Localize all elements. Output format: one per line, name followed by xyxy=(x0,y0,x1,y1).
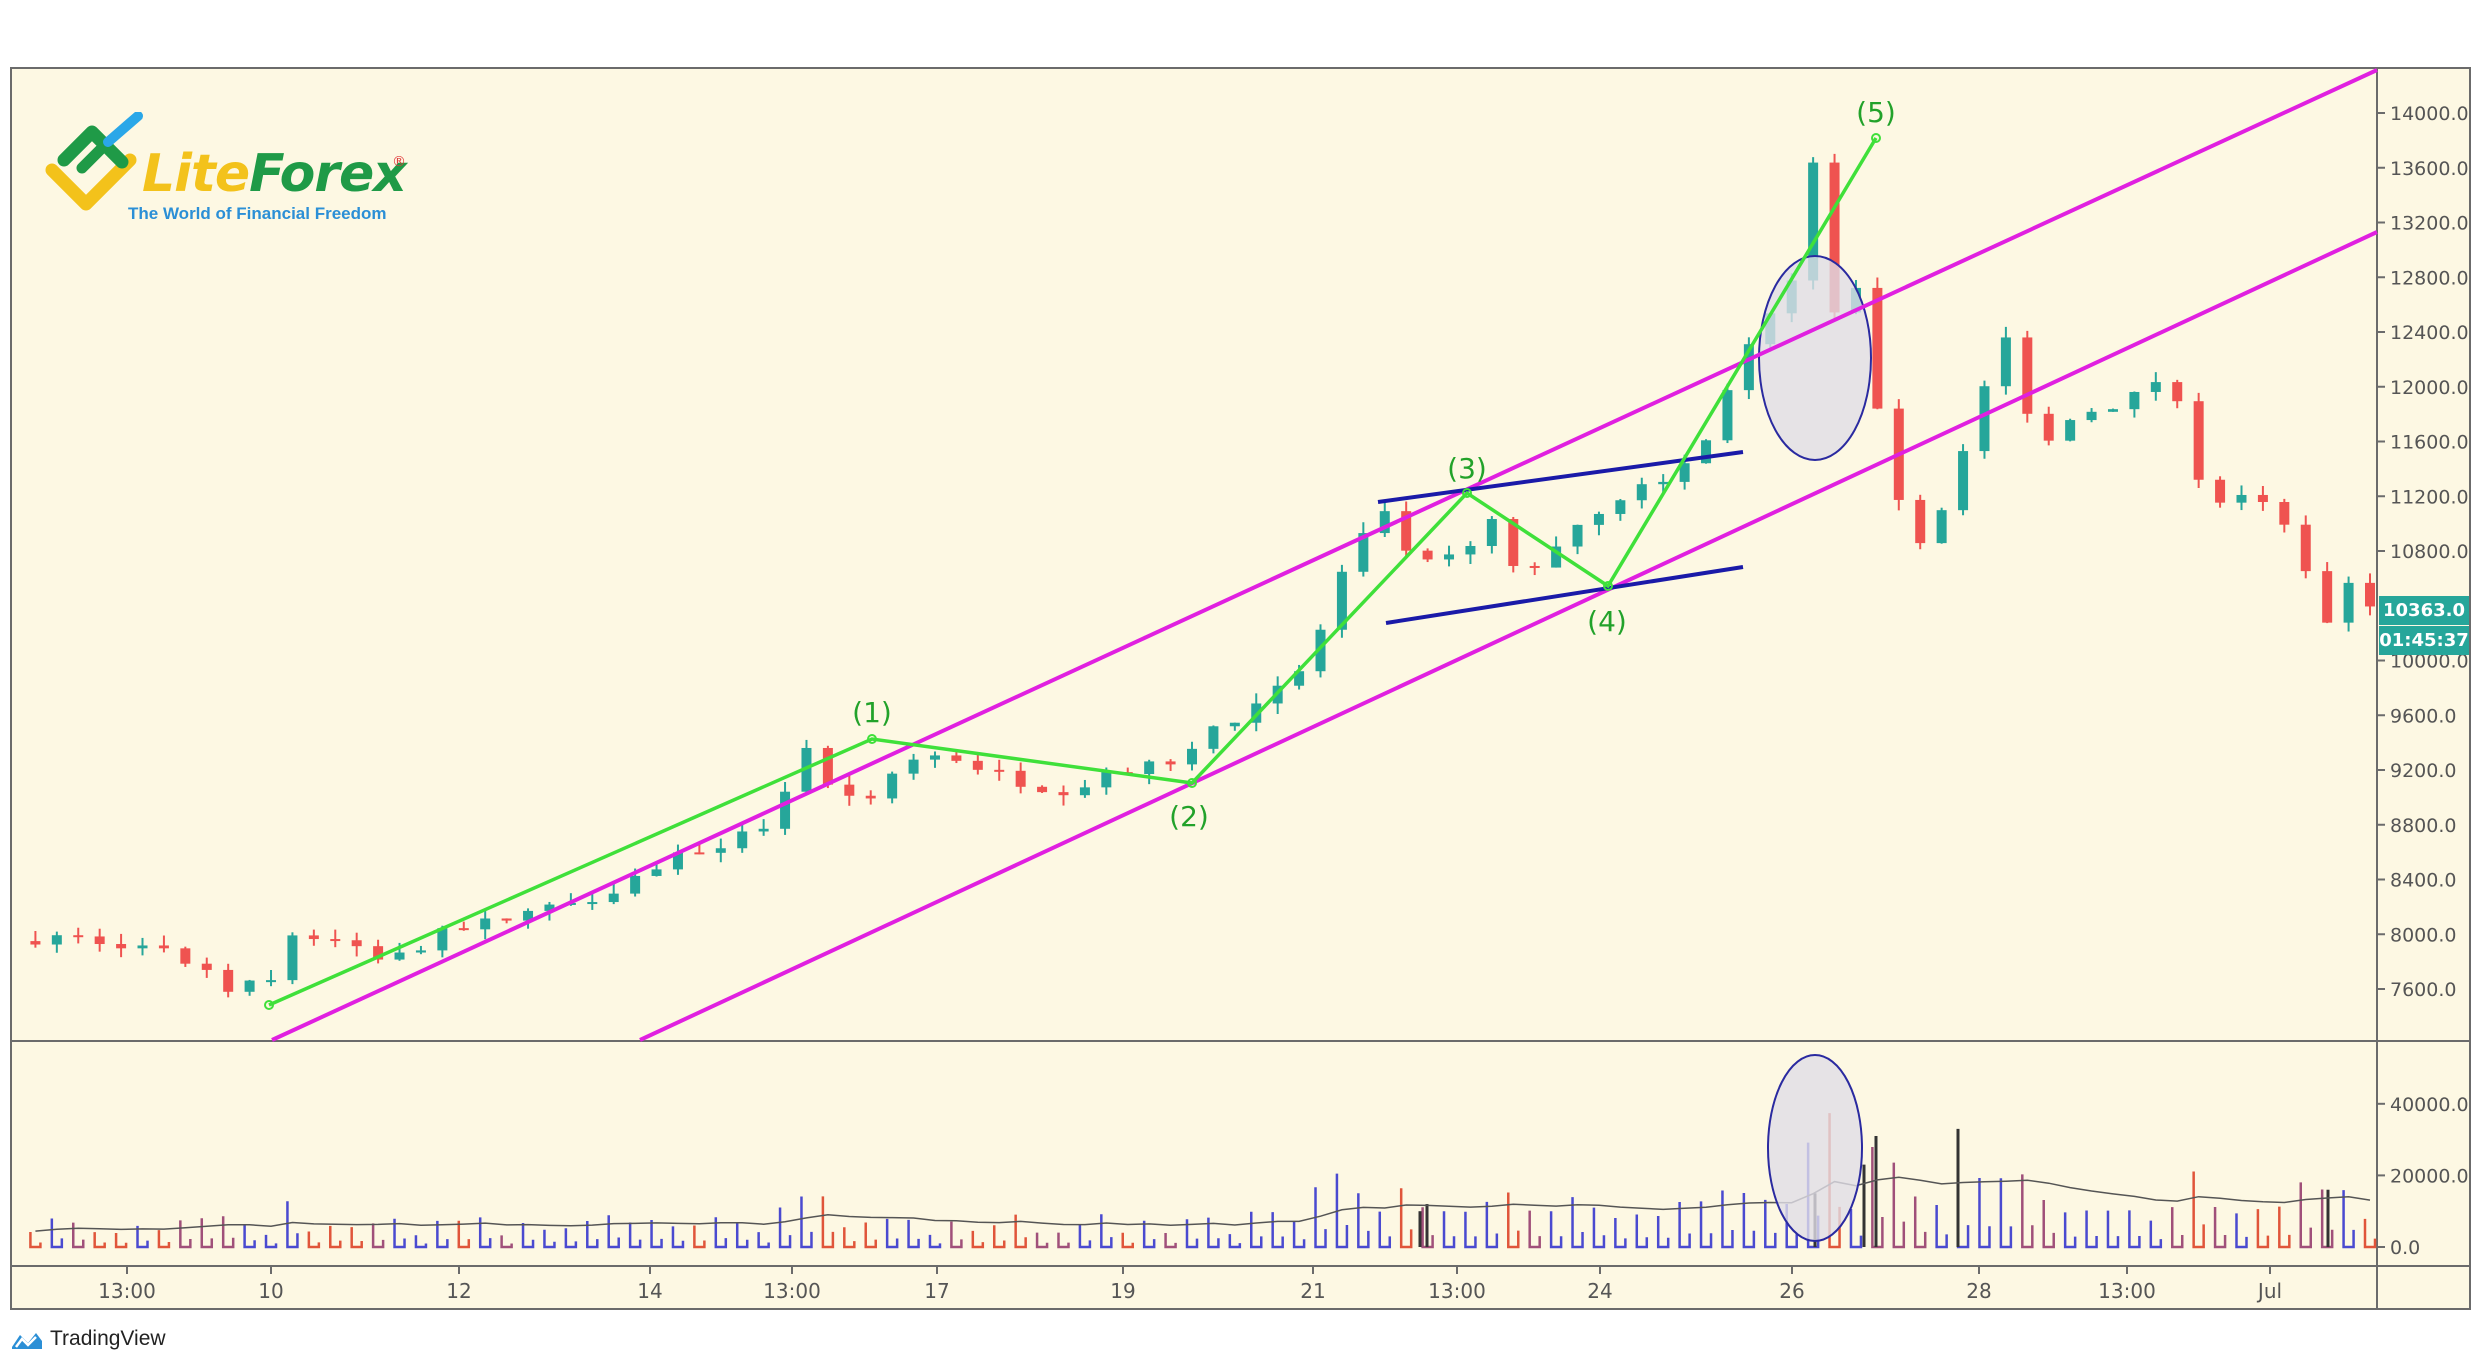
time-tick-label: 14 xyxy=(637,1279,662,1303)
highlight-ellipses[interactable] xyxy=(1758,255,1872,1242)
wave-label-2: (2) xyxy=(1169,800,1209,833)
time-axis[interactable]: 13:00 10 12 14 13:00 17 19 21 13:00 24 26 28 13:00 Ju… xyxy=(98,1266,2282,1303)
volume-bars xyxy=(29,1113,2377,1249)
channel-line-2[interactable] xyxy=(639,230,2378,1042)
wave-labels: (1) (2) (3) (4) (5) xyxy=(852,96,1896,833)
volume-tick-label: 40000.0 xyxy=(2390,1094,2469,1116)
price-tick-label: 8000.0 xyxy=(2390,924,2456,946)
time-tick-label: 13:00 xyxy=(763,1279,821,1303)
time-tick-label: 13:00 xyxy=(98,1279,156,1303)
volume-axis[interactable]: 40000.0 20000.0 0.0 xyxy=(2377,1094,2469,1259)
price-tick-label: 13200.0 xyxy=(2390,213,2469,235)
channel-line-1[interactable] xyxy=(271,68,2378,1042)
wave-label-3: (3) xyxy=(1447,452,1487,485)
candlesticks xyxy=(30,153,2375,998)
volume-highlight-ellipse[interactable] xyxy=(1767,1054,1863,1242)
wave-label-5: (5) xyxy=(1856,96,1896,129)
price-tick-label: 11200.0 xyxy=(2390,486,2469,508)
triangle-line-2[interactable] xyxy=(1385,565,1744,625)
pane-dividers xyxy=(10,67,2471,1310)
time-tick-label: 17 xyxy=(924,1279,949,1303)
time-tick-label: 24 xyxy=(1587,1279,1612,1303)
time-tick-label: 10 xyxy=(258,1279,283,1303)
price-tick-label: 9600.0 xyxy=(2390,705,2456,727)
time-tick-label: 28 xyxy=(1966,1279,1991,1303)
time-tick-label: 13:00 xyxy=(2098,1279,2156,1303)
price-tick-label: 14000.0 xyxy=(2390,103,2469,125)
time-tick-label: 19 xyxy=(1110,1279,1135,1303)
price-axis[interactable]: 14000.0 13600.0 13200.0 12800.0 12400.0 12000… xyxy=(2377,103,2469,1001)
wave-label-1: (1) xyxy=(852,696,892,729)
price-tick-label: 12800.0 xyxy=(2390,267,2469,289)
chart-frame[interactable] xyxy=(10,67,2471,1310)
price-tick-label: 9200.0 xyxy=(2390,760,2456,782)
volume-tick-label: 0.0 xyxy=(2390,1237,2420,1259)
price-tick-label: 8800.0 xyxy=(2390,815,2456,837)
price-tick-label: 11600.0 xyxy=(2390,432,2469,454)
trend-lines[interactable] xyxy=(264,68,2378,1042)
current-price-tag: 10363.0 xyxy=(2379,596,2469,625)
registered-mark: ® xyxy=(392,154,406,170)
countdown-tag: 01:45:37 xyxy=(2379,626,2469,655)
time-tick-label: 26 xyxy=(1779,1279,1804,1303)
time-tick-label: 12 xyxy=(446,1279,471,1303)
elliott-wave-line[interactable] xyxy=(268,137,1878,1007)
tradingview-cloud-icon xyxy=(12,1333,42,1349)
time-tick-label: 21 xyxy=(1300,1279,1325,1303)
liteforex-logo-icon xyxy=(45,112,143,211)
price-tick-label: 10000.0 xyxy=(2390,651,2469,673)
logo-tagline: The World of Financial Freedom xyxy=(128,204,387,223)
price-tick-label: 8400.0 xyxy=(2390,870,2456,892)
price-tick-label: 13600.0 xyxy=(2390,158,2469,180)
tradingview-attribution[interactable]: TradingView xyxy=(8,1324,166,1354)
liteforex-logo: LiteForex ® The World of Financial Freed… xyxy=(42,112,422,227)
wave-label-4: (4) xyxy=(1587,605,1627,638)
time-tick-label: 13:00 xyxy=(1428,1279,1486,1303)
time-tick-label: Jul xyxy=(2256,1279,2282,1303)
tradingview-label: TradingView xyxy=(50,1327,166,1350)
price-tick-label: 12000.0 xyxy=(2390,377,2469,399)
volume-tick-label: 20000.0 xyxy=(2390,1165,2469,1187)
price-tick-label: 7600.0 xyxy=(2390,979,2456,1001)
logo-brand: LiteForex xyxy=(142,144,407,204)
price-tick-label: 10800.0 xyxy=(2390,541,2469,563)
price-highlight-ellipse[interactable] xyxy=(1758,255,1872,461)
price-tick-label: 12400.0 xyxy=(2390,322,2469,344)
